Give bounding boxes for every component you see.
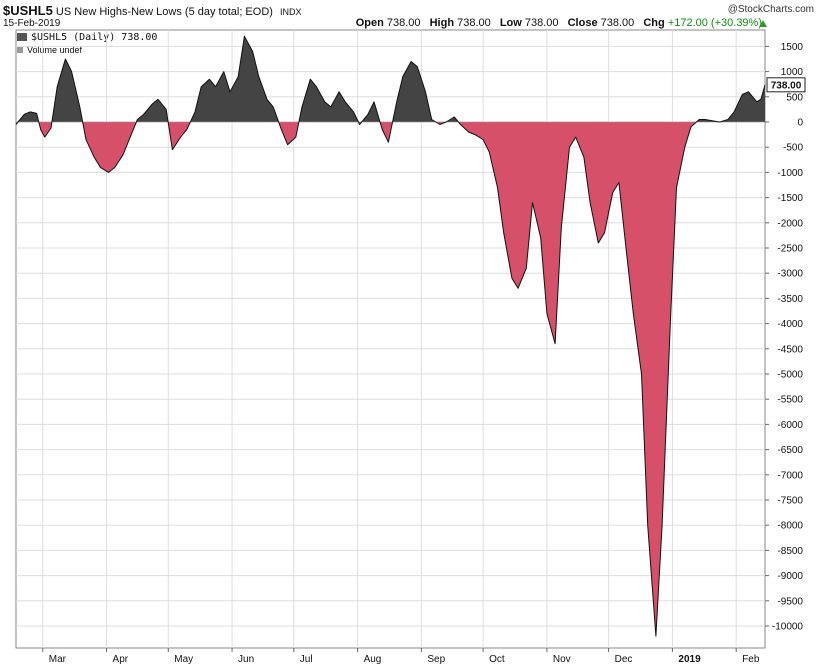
y-tick-label: -4500 — [777, 344, 803, 355]
y-tick-label: -4000 — [777, 319, 803, 330]
x-tick-label: 2019 — [678, 654, 701, 665]
exchange-label: INDX — [280, 7, 302, 17]
y-tick-label: -6500 — [777, 445, 803, 456]
y-tick-label: 1500 — [781, 42, 804, 53]
y-tick-label: -500 — [783, 143, 803, 154]
y-tick-label: -9000 — [777, 571, 803, 582]
series-swatch-icon — [17, 33, 27, 42]
high-value: 738.00 — [457, 17, 491, 29]
ticker-description: US New Highs-New Lows (5 day total; EOD) — [55, 6, 273, 18]
series-line — [15, 35, 766, 637]
chart-date: 15-Feb-2019 — [3, 18, 61, 29]
y-tick-label: -2500 — [777, 244, 803, 255]
high-label: High — [429, 17, 455, 29]
quote-summary: Open 738.00 High 738.00 Low 738.00 Close… — [350, 17, 762, 29]
y-tick-label: -10000 — [772, 622, 804, 633]
y-tick-label: -3000 — [777, 269, 803, 280]
y-tick-label: 500 — [786, 92, 803, 103]
x-tick-label: May — [174, 654, 193, 665]
y-tick-label: -5500 — [777, 395, 803, 406]
x-tick-label: Feb — [742, 654, 760, 665]
x-tick-label: Jul — [300, 654, 313, 665]
y-tick-label: -9500 — [777, 596, 803, 607]
x-tick-label: Mar — [49, 654, 67, 665]
x-tick-label: Nov — [553, 654, 571, 665]
y-tick-label: -1500 — [777, 193, 803, 204]
legend-series-label: $USHL5 (Daily) 738.00 — [31, 32, 158, 43]
chg-label: Chg — [643, 17, 665, 29]
y-tick-label: 0 — [797, 118, 803, 129]
x-tick-label: Sep — [427, 654, 445, 665]
chg-value: +172.00 (+30.39%) — [667, 17, 762, 29]
close-value: 738.00 — [600, 17, 635, 29]
y-tick-label: -7500 — [777, 496, 803, 507]
last-value-box — [766, 77, 806, 93]
y-tick-label: -3500 — [777, 294, 803, 305]
volume-swatch-icon — [17, 47, 23, 54]
y-tick-label: -8000 — [777, 521, 803, 532]
chart-title: $USHL5 US New Highs-New Lows (5 day tota… — [3, 3, 302, 18]
x-tick-label: Oct — [489, 654, 505, 665]
ticker-symbol: $USHL5 — [3, 3, 53, 18]
plot-frame — [15, 29, 766, 649]
last-value-label: 738.00 — [771, 80, 802, 91]
legend-series: $USHL5 (Daily) 738.00 — [17, 32, 157, 44]
close-label: Close — [567, 17, 598, 29]
low-value: 738.00 — [524, 17, 559, 29]
y-tick-label: -6000 — [777, 420, 803, 431]
y-tick-label: -5000 — [777, 370, 803, 381]
y-tick-label: -8500 — [777, 546, 803, 557]
x-tick-label: Jun — [238, 654, 254, 665]
up-arrow-icon — [759, 20, 767, 27]
positive-area — [16, 36, 765, 122]
y-tick-label: -7000 — [777, 470, 803, 481]
open-value: 738.00 — [386, 17, 421, 29]
negative-area — [16, 122, 765, 637]
watermark: @StockCharts.com — [727, 4, 814, 15]
x-tick-label: Apr — [113, 654, 129, 665]
low-label: Low — [499, 17, 522, 29]
y-tick-label: 1000 — [781, 67, 804, 78]
x-tick-label: Dec — [615, 654, 633, 665]
x-tick-label: Aug — [364, 654, 382, 665]
open-label: Open — [355, 17, 384, 29]
legend-volume: Volume undef — [17, 44, 157, 57]
y-tick-label: -2000 — [777, 218, 803, 229]
y-tick-label: -1000 — [777, 168, 803, 179]
legend-volume-label: Volume undef — [27, 45, 83, 55]
legend: $USHL5 (Daily) 738.00 Volume undef — [17, 32, 157, 57]
